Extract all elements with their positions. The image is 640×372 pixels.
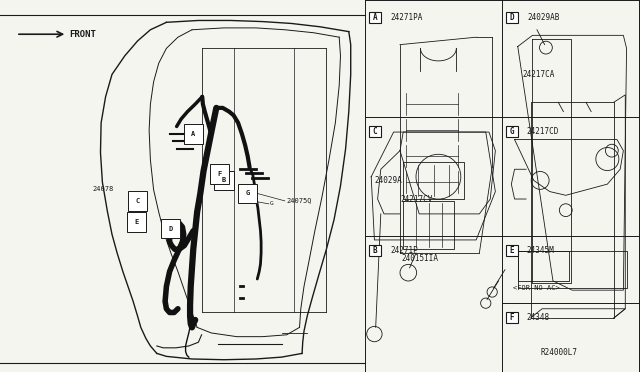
Text: A: A xyxy=(372,13,378,22)
Text: 24029A: 24029A xyxy=(374,176,402,185)
Text: F: F xyxy=(218,171,221,177)
Bar xyxy=(506,126,518,137)
Text: C: C xyxy=(136,198,140,204)
Text: A: A xyxy=(191,131,195,137)
Bar xyxy=(210,164,229,184)
Text: 24075Q: 24075Q xyxy=(286,197,312,203)
Bar xyxy=(238,184,257,203)
Text: <FOR NO AC>: <FOR NO AC> xyxy=(513,285,560,291)
Text: E: E xyxy=(509,246,515,255)
Text: 24029AB: 24029AB xyxy=(527,13,560,22)
Bar xyxy=(128,191,147,211)
Text: F: F xyxy=(509,313,515,322)
Bar xyxy=(369,126,381,137)
Text: 24271P: 24271P xyxy=(390,246,418,255)
Text: G: G xyxy=(270,201,274,206)
Text: 24078: 24078 xyxy=(93,186,114,192)
Bar xyxy=(214,171,234,190)
Text: 24348: 24348 xyxy=(526,313,549,322)
Text: E: E xyxy=(134,219,138,225)
Text: G: G xyxy=(509,127,515,136)
Bar xyxy=(506,312,518,323)
Bar xyxy=(506,12,518,23)
Text: R24000L7: R24000L7 xyxy=(540,348,577,357)
Text: D: D xyxy=(509,13,515,22)
Text: B: B xyxy=(372,246,378,255)
Bar xyxy=(184,124,203,144)
Bar xyxy=(506,245,518,256)
Text: D: D xyxy=(169,226,173,232)
Text: B: B xyxy=(222,177,226,183)
Text: 24271PA: 24271PA xyxy=(390,13,423,22)
Text: 24015IIA: 24015IIA xyxy=(402,254,439,263)
Bar xyxy=(127,212,146,232)
Text: 24345M: 24345M xyxy=(526,246,554,255)
Bar xyxy=(369,12,381,23)
Text: 24217CD: 24217CD xyxy=(526,127,559,136)
Text: 24217CV: 24217CV xyxy=(400,195,433,203)
Text: C: C xyxy=(372,127,378,136)
Bar xyxy=(369,245,381,256)
Text: FRONT: FRONT xyxy=(69,30,96,39)
Text: G: G xyxy=(246,190,250,196)
Bar xyxy=(161,219,180,238)
Text: 24217CA: 24217CA xyxy=(522,70,555,79)
